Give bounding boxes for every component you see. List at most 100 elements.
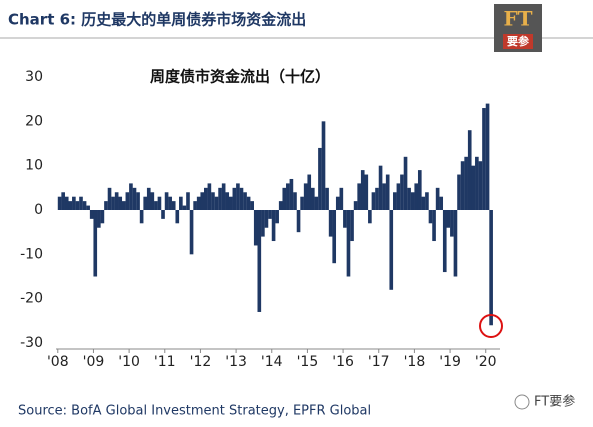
bar bbox=[310, 187, 315, 210]
bar bbox=[453, 210, 458, 277]
x-tick-label: '19 bbox=[439, 354, 461, 370]
bar bbox=[410, 192, 415, 210]
bar bbox=[232, 187, 237, 210]
bar bbox=[442, 210, 447, 273]
bar bbox=[321, 121, 326, 210]
bar bbox=[353, 201, 358, 210]
bar bbox=[464, 156, 468, 210]
bar bbox=[72, 196, 76, 210]
bar bbox=[111, 196, 115, 210]
bar bbox=[182, 205, 187, 210]
bar bbox=[150, 192, 155, 210]
bar bbox=[161, 210, 165, 219]
bar bbox=[318, 147, 322, 210]
bar bbox=[136, 192, 140, 210]
bar bbox=[478, 161, 483, 210]
bar bbox=[236, 183, 240, 210]
x-tick-label: '15 bbox=[297, 354, 319, 370]
bar bbox=[335, 196, 340, 210]
y-tick-label: -20 bbox=[20, 291, 43, 307]
bar bbox=[104, 201, 108, 210]
bar bbox=[168, 196, 172, 210]
wechat-icon bbox=[514, 394, 530, 410]
bar bbox=[360, 170, 365, 210]
bar bbox=[482, 108, 486, 210]
bar bbox=[121, 201, 126, 210]
x-tick-label: '12 bbox=[190, 354, 212, 370]
logo-badge bbox=[503, 34, 533, 49]
bar bbox=[193, 201, 197, 210]
bar bbox=[332, 210, 337, 264]
bar bbox=[471, 165, 476, 210]
bar bbox=[175, 210, 180, 224]
bar bbox=[75, 201, 80, 210]
logo-text: FT bbox=[503, 7, 532, 31]
bar bbox=[261, 210, 265, 237]
bar bbox=[460, 161, 465, 210]
bar bbox=[289, 178, 294, 210]
bar bbox=[364, 174, 369, 210]
bar bbox=[428, 210, 433, 224]
x-tick-label: '17 bbox=[368, 354, 390, 370]
bar bbox=[97, 210, 101, 228]
bar bbox=[414, 183, 419, 210]
bar bbox=[100, 210, 105, 224]
bar bbox=[250, 201, 254, 210]
highlight-circle bbox=[479, 314, 503, 338]
bar bbox=[218, 187, 222, 210]
bar bbox=[389, 210, 394, 290]
bar bbox=[114, 192, 119, 210]
bar bbox=[189, 210, 194, 255]
bar bbox=[307, 174, 312, 210]
bar bbox=[303, 183, 308, 210]
bar bbox=[179, 196, 183, 210]
bar bbox=[164, 192, 169, 210]
bar bbox=[246, 196, 251, 210]
x-tick-label: '09 bbox=[83, 354, 105, 370]
bar bbox=[89, 210, 94, 219]
bar bbox=[228, 196, 233, 210]
bar bbox=[93, 210, 98, 277]
bar bbox=[204, 187, 208, 210]
source-note: Source: BofA Global Investment Strategy,… bbox=[18, 404, 371, 419]
bar bbox=[118, 196, 123, 210]
bar bbox=[171, 201, 176, 210]
bar bbox=[225, 192, 230, 210]
bar bbox=[64, 196, 69, 210]
bar bbox=[475, 156, 479, 210]
x-tick-label: '14 bbox=[261, 354, 283, 370]
y-tick-label: 20 bbox=[25, 113, 43, 129]
bar bbox=[378, 165, 383, 210]
y-tick-label: 30 bbox=[25, 69, 43, 85]
bar bbox=[186, 192, 190, 210]
bar bbox=[68, 201, 73, 210]
bar bbox=[253, 210, 258, 246]
bar bbox=[339, 187, 344, 210]
bar bbox=[350, 210, 354, 242]
bar bbox=[371, 192, 376, 210]
x-tick-label: '13 bbox=[225, 354, 247, 370]
bar bbox=[139, 210, 144, 224]
bar bbox=[421, 196, 426, 210]
bar bbox=[257, 210, 262, 312]
bar bbox=[375, 187, 379, 210]
bar bbox=[125, 192, 130, 210]
bar bbox=[271, 210, 276, 242]
bar bbox=[407, 187, 411, 210]
bar bbox=[314, 196, 319, 210]
bar bbox=[450, 210, 454, 237]
bar bbox=[368, 210, 372, 224]
x-tick-label: '18 bbox=[404, 354, 426, 370]
bar bbox=[129, 183, 133, 210]
bar bbox=[211, 192, 215, 210]
y-tick-label: -10 bbox=[20, 246, 43, 262]
bar bbox=[286, 183, 290, 210]
bar bbox=[300, 196, 304, 210]
bar bbox=[393, 192, 397, 210]
bar bbox=[239, 187, 244, 210]
bar bbox=[439, 196, 444, 210]
bar bbox=[382, 183, 386, 210]
bar bbox=[200, 192, 205, 210]
bar bbox=[467, 130, 472, 210]
bar bbox=[207, 183, 212, 210]
